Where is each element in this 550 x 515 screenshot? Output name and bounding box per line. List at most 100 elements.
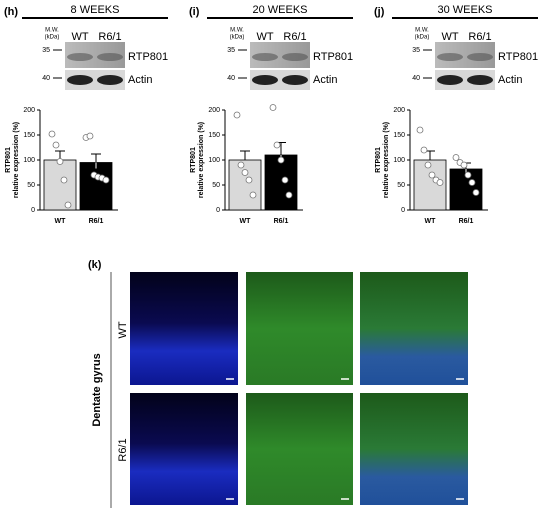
bar	[79, 162, 113, 211]
y-tick-label: 100	[23, 157, 35, 164]
western-blot: M.W.(kDa) 35 40 WT R6/1 RTP801 Actin	[42, 28, 168, 90]
bar	[43, 159, 77, 211]
y-tick-label: 200	[208, 107, 220, 114]
mw-label: M.W.	[45, 28, 59, 34]
data-point	[416, 126, 424, 134]
band	[467, 53, 493, 61]
y-tick-label: 150	[23, 132, 35, 139]
microscopy-panel: (k) Dentate gyrus WT R6/1	[88, 259, 468, 508]
panel-label: (i)	[189, 6, 200, 18]
lane-label: R6/1	[98, 31, 121, 43]
data-point	[285, 191, 293, 199]
band-label: Actin	[128, 74, 152, 86]
data-point	[464, 171, 472, 179]
band	[67, 53, 93, 61]
y-tick-label: 0	[216, 207, 220, 214]
mw-label: M.W.	[230, 28, 244, 34]
panel-label: (j)	[374, 6, 385, 18]
error-bar	[91, 153, 101, 163]
chart-title: 20 WEEKS	[252, 4, 307, 16]
data-point	[60, 176, 68, 184]
panel-label: (k)	[88, 259, 102, 271]
bar	[228, 159, 262, 211]
band	[67, 75, 93, 85]
band-label: Actin	[313, 74, 337, 86]
data-point	[48, 130, 56, 138]
western-blot: M.W.(kDa) 35 40 WT R6/1 RTP801 Actin	[227, 28, 353, 90]
data-point	[233, 111, 241, 119]
data-point	[424, 161, 432, 169]
data-point	[281, 176, 289, 184]
mw-marker: 35	[227, 47, 235, 54]
band	[282, 53, 308, 61]
band	[282, 75, 308, 85]
mw-unit: (kDa)	[45, 35, 60, 41]
data-point	[472, 189, 480, 196]
y-tick-label: 0	[401, 207, 405, 214]
data-point	[277, 156, 285, 164]
region-label: Dentate gyrus	[91, 353, 103, 426]
band	[97, 75, 123, 85]
row-label: WT	[117, 321, 129, 338]
band	[252, 53, 278, 61]
band-label: Actin	[498, 74, 522, 86]
data-point	[460, 161, 468, 169]
y-axis-label: RTP801	[375, 147, 382, 173]
y-axis-label: relative expression (%)	[383, 122, 390, 198]
x-tick-label: WT	[55, 218, 67, 225]
y-tick-label: 100	[208, 157, 220, 164]
y-tick-label: 50	[212, 182, 220, 189]
mw-marker: 35	[412, 47, 420, 54]
data-point	[102, 176, 110, 184]
mw-unit: (kDa)	[415, 35, 430, 41]
lane-label: R6/1	[468, 31, 491, 43]
y-axis-label: relative expression (%)	[13, 122, 20, 198]
lane-label: WT	[256, 31, 273, 43]
mw-marker: 40	[42, 75, 50, 82]
data-point	[273, 141, 281, 149]
mw-label: M.W.	[415, 28, 429, 34]
data-point	[241, 169, 249, 176]
data-point	[249, 191, 257, 199]
western-blot: M.W.(kDa) 35 40 WT R6/1 RTP801 Actin	[412, 28, 538, 90]
x-tick-label: R6/1	[459, 218, 474, 225]
data-point	[420, 146, 428, 154]
data-point	[269, 104, 277, 111]
image	[130, 393, 238, 505]
chart-title: 8 WEEKS	[71, 4, 120, 16]
data-point	[436, 179, 444, 186]
band-label: RTP801	[498, 51, 538, 63]
mw-marker: 40	[412, 75, 420, 82]
image	[130, 272, 238, 385]
y-tick-label: 100	[393, 157, 405, 164]
mw-marker: 35	[42, 47, 50, 54]
x-tick-label: WT	[425, 218, 437, 225]
lane-label: WT	[441, 31, 458, 43]
y-axis-label: RTP801	[5, 147, 12, 173]
image	[360, 393, 468, 505]
band-label: RTP801	[313, 51, 353, 63]
row-label: R6/1	[117, 438, 129, 461]
data-point	[64, 201, 72, 209]
data-point	[245, 176, 253, 184]
chart-title: 30 WEEKS	[437, 4, 492, 16]
bar	[264, 154, 298, 211]
band	[437, 75, 463, 85]
y-tick-label: 150	[208, 132, 220, 139]
y-tick-label: 200	[393, 107, 405, 114]
image	[360, 272, 468, 385]
data-point	[468, 179, 476, 186]
panel-label: (h)	[4, 6, 18, 18]
image	[246, 393, 353, 505]
band	[467, 75, 493, 85]
mw-marker: 40	[227, 75, 235, 82]
lane-label: WT	[71, 31, 88, 43]
data-point	[237, 161, 245, 169]
image	[246, 272, 353, 385]
x-tick-label: R6/1	[274, 218, 289, 225]
y-tick-label: 50	[27, 182, 35, 189]
